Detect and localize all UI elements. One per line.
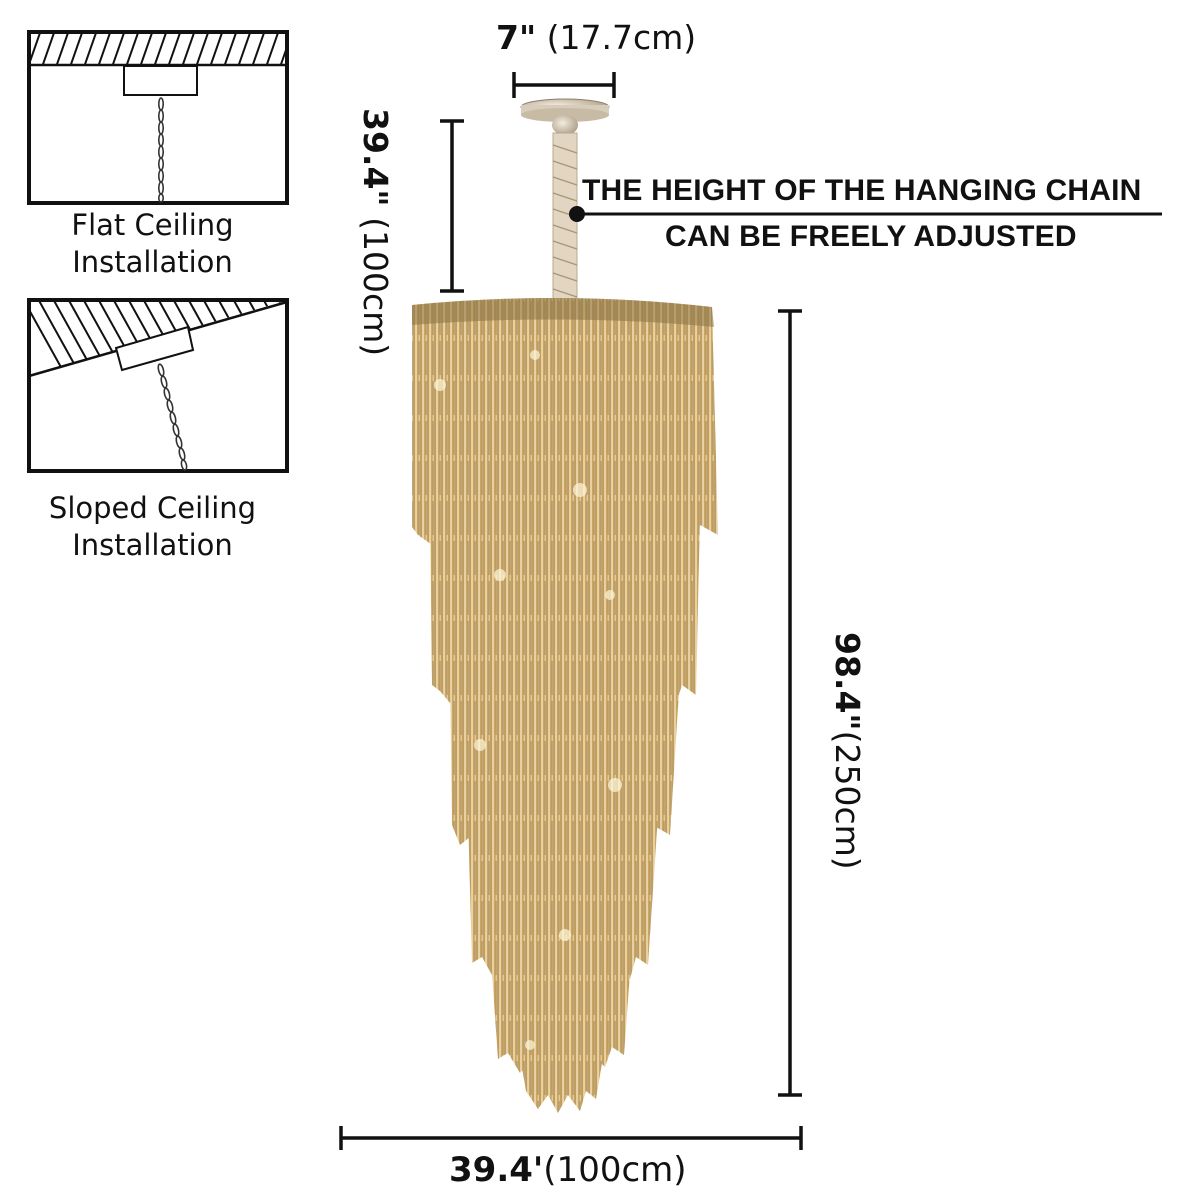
diameter-dimension-line-icon [339,1126,803,1150]
crystal-chandelier-image-icon [412,98,718,1113]
sloped-ceiling-illustration-icon [27,298,289,473]
flat-caption-line1: Flat Ceiling [71,208,234,242]
canopy-width-label: 7" (17.7cm) [496,18,696,57]
chain-note-line2: CAN BE FREELY ADJUSTED [665,220,1077,253]
canopy-width-imperial: 7" [496,18,537,57]
height-metric: (250cm) [828,730,867,870]
flat-ceiling-caption: Flat Ceiling Installation [20,207,285,281]
canopy-width-metric: (17.7cm) [536,18,697,57]
chain-length-imperial: 39.4" [356,108,395,207]
flat-ceiling-diagram [27,30,289,205]
chain-length-dimension-line-icon [440,119,464,293]
canopy-width-dimension-line-icon [512,72,616,98]
diameter-imperial: 39.4' [449,1150,544,1190]
height-label: 98.4"(250cm) [828,632,867,870]
sloped-caption-line1: Sloped Ceiling [48,491,257,525]
flat-ceiling-illustration-icon [27,30,289,205]
sloped-ceiling-diagram [27,298,289,473]
sloped-ceiling-caption: Sloped Ceiling Installation [20,490,285,564]
height-dimension-line-icon [778,309,802,1097]
diameter-metric: (100cm) [543,1150,687,1190]
flat-caption-line2: Installation [72,245,233,279]
diameter-label: 39.4'(100cm) [449,1150,687,1190]
chain-note-line1: THE HEIGHT OF THE HANGING CHAIN [582,174,1142,207]
height-imperial: 98.4" [828,632,867,731]
chain-length-metric: (100cm) [356,206,395,357]
chain-length-label: 39.4" (100cm) [356,108,395,356]
chain-note-pointer-line-icon [569,206,1162,222]
sloped-caption-line2: Installation [72,528,233,562]
